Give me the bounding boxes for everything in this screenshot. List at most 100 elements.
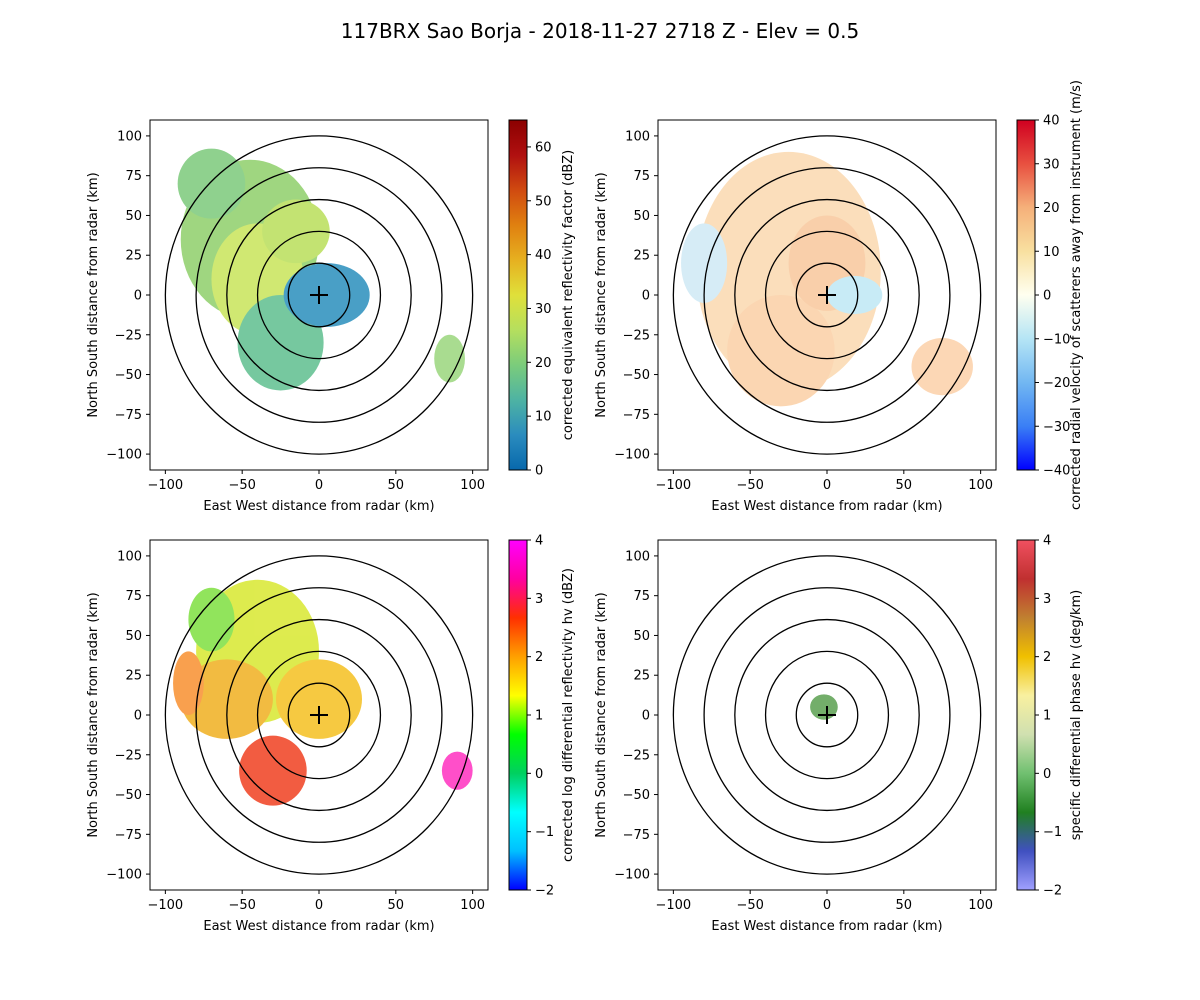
echo-region — [177, 148, 246, 219]
panel-3: −100 −50 0 50 100 −100 −75 −50 −25 0 25 50 75 100 East… — [86, 534, 576, 935]
echo-region — [681, 223, 728, 303]
y-tick-label: −75 — [115, 828, 142, 843]
echo-region — [239, 735, 307, 806]
x-tick-label: 50 — [896, 898, 913, 913]
colorbar-tick-label: −40 — [1043, 464, 1070, 479]
y-tick-label: 50 — [633, 629, 650, 644]
colorbar-tick-label: 0 — [1043, 289, 1051, 304]
y-tick-label: 75 — [125, 169, 142, 184]
x-tick-label: −100 — [148, 898, 184, 913]
figure-title: 117BRX Sao Borja - 2018-11-27 2718 Z - E… — [341, 19, 859, 43]
echo-region — [827, 275, 883, 315]
range-ring — [672, 555, 982, 875]
x-tick-label: −50 — [736, 478, 763, 493]
colorbar-label: corrected equivalent reflectivity factor… — [561, 150, 576, 441]
colorbar-tick-label: −1 — [535, 825, 554, 840]
x-tick-label: 50 — [896, 478, 913, 493]
colorbar-tick-label: −30 — [1043, 420, 1070, 435]
colorbar-tick-label: 1 — [1043, 709, 1051, 724]
range-ring — [164, 135, 474, 455]
x-tick-label: 100 — [460, 898, 485, 913]
colorbar-tick-label: 2 — [535, 650, 543, 665]
range-ring — [195, 587, 443, 843]
x-tick-label: −100 — [656, 898, 692, 913]
x-tick-label: −50 — [736, 898, 763, 913]
range-ring — [195, 167, 443, 423]
echo-region — [810, 694, 838, 720]
range-ring — [703, 167, 951, 423]
colorbar-tick-label: 20 — [535, 356, 552, 371]
colorbar-tick-label: 0 — [535, 464, 543, 479]
colorbar-tick-label: 10 — [1043, 245, 1060, 260]
range-ring — [764, 230, 890, 360]
x-tick-label: 0 — [315, 478, 323, 493]
y-tick-label: 50 — [633, 209, 650, 224]
colorbar-tick-label: 10 — [535, 410, 552, 425]
y-tick-label: 75 — [125, 589, 142, 604]
y-tick-label: 75 — [633, 589, 650, 604]
y-tick-label: −25 — [623, 748, 650, 763]
colorbar-tick-label: −2 — [535, 884, 554, 899]
y-tick-label: 25 — [633, 249, 650, 264]
y-tick-label: −50 — [115, 788, 142, 803]
colorbar — [1016, 119, 1036, 471]
y-tick-label: −25 — [623, 328, 650, 343]
range-ring — [226, 618, 412, 812]
colorbar-label: specific differential phase hv (deg/km) — [1069, 590, 1084, 840]
range-ring — [764, 650, 890, 780]
y-tick-label: −100 — [106, 448, 142, 463]
x-tick-label: 0 — [315, 898, 323, 913]
colorbar-tick-label: 2 — [1043, 650, 1051, 665]
panel-4: −100 −50 0 50 100 −100 −75 −50 −25 0 25 50 75 100 East… — [594, 534, 1084, 935]
x-tick-label: −50 — [228, 478, 255, 493]
x-tick-label: 100 — [460, 478, 485, 493]
colorbar-tick-label: 4 — [1043, 534, 1051, 549]
x-axis-label: East West distance from radar (km) — [711, 499, 942, 514]
range-ring — [734, 198, 920, 392]
y-tick-label: 50 — [125, 209, 142, 224]
y-axis-label: North South distance from radar (km) — [594, 172, 609, 417]
range-ring — [164, 555, 474, 875]
y-tick-label: −50 — [623, 368, 650, 383]
y-tick-label: 0 — [134, 289, 142, 304]
range-ring — [703, 587, 951, 843]
y-tick-label: −75 — [623, 408, 650, 423]
panel-2: −100 −50 0 50 100−100−75−50−250255075100East… — [594, 80, 1084, 514]
range-ring — [734, 618, 920, 812]
colorbar — [508, 119, 528, 471]
echo-field — [681, 151, 973, 407]
colorbar-tick-label: −10 — [1043, 332, 1070, 347]
colorbar-tick-label: −20 — [1043, 376, 1070, 391]
y-tick-label: 50 — [125, 629, 142, 644]
y-tick-label: −100 — [614, 448, 650, 463]
y-tick-label: −100 — [106, 868, 142, 883]
y-tick-label: 100 — [625, 549, 650, 564]
x-axis-label: East West distance from radar (km) — [711, 919, 942, 934]
y-axis-label: North South distance from radar (km) — [86, 592, 101, 837]
range-ring — [672, 135, 982, 455]
echo-region — [911, 337, 973, 396]
colorbar-tick-label: 1 — [535, 709, 543, 724]
echo-field — [173, 579, 473, 806]
colorbar-tick-label: 30 — [1043, 157, 1060, 172]
colorbar-tick-label: −1 — [1043, 825, 1062, 840]
colorbar-tick-label: −2 — [1043, 884, 1062, 899]
y-tick-label: −25 — [115, 328, 142, 343]
echo-region — [275, 659, 363, 739]
colorbar-label: corrected log differential reflectivity … — [561, 568, 576, 862]
range-ring — [795, 262, 859, 328]
x-tick-label: −100 — [148, 478, 184, 493]
echo-region — [434, 334, 465, 383]
x-tick-label: 50 — [388, 898, 405, 913]
colorbar-tick-label: 40 — [535, 248, 552, 263]
y-tick-label: 100 — [117, 129, 142, 144]
x-tick-label: 50 — [388, 478, 405, 493]
y-tick-label: 75 — [633, 169, 650, 184]
x-axis-label: East West distance from radar (km) — [203, 499, 434, 514]
range-ring — [256, 650, 382, 780]
echo-region — [727, 295, 835, 407]
x-tick-label: 100 — [968, 898, 993, 913]
echo-region — [180, 659, 273, 739]
range-ring — [287, 262, 351, 328]
colorbar — [508, 539, 528, 891]
